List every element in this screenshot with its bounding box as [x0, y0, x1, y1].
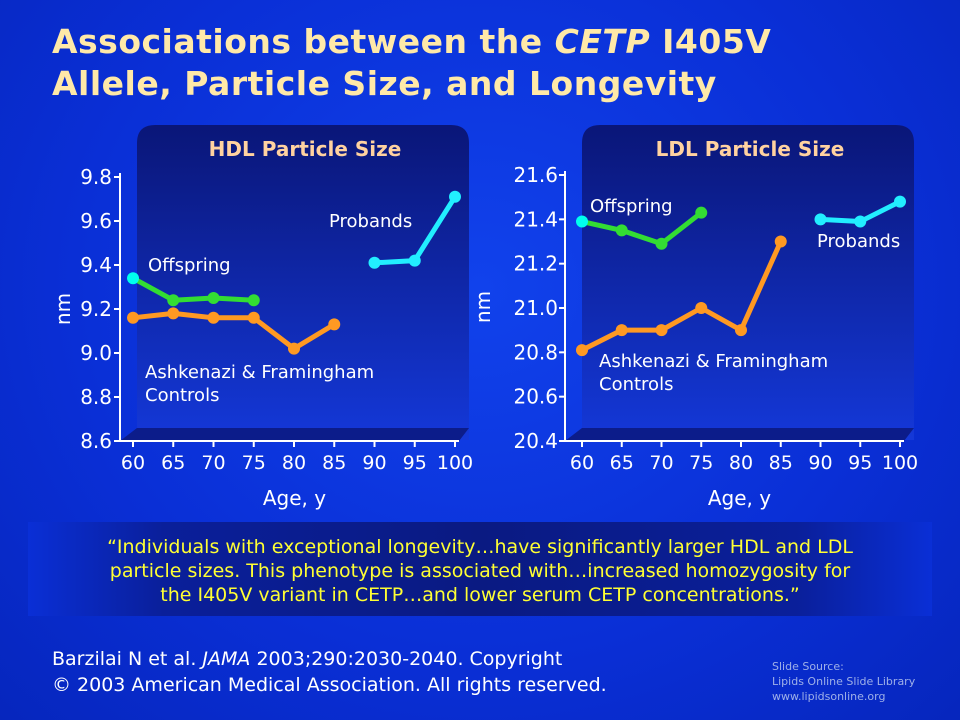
ldl-x-tick-label: 100: [882, 452, 918, 474]
ldl-y-tick-label: 20.8: [513, 340, 558, 364]
ldl-series-1-point: [615, 324, 628, 337]
slide-title-line-1: Associations between the CETP I405V: [52, 22, 772, 61]
hdl-series-line-0: [131, 276, 254, 303]
hdl-series-1-point: [328, 318, 341, 331]
ldl-x-axis-label: Age, y: [708, 486, 771, 510]
quote-line-3: the I405V variant in CETP…and lower seru…: [160, 584, 800, 606]
ldl-series-0-point: [576, 215, 588, 228]
ldl-y-tick-label: 21.2: [513, 252, 558, 276]
ldl-plot-floor: [565, 428, 914, 441]
hdl-series-2-point: [449, 190, 461, 203]
slide-source-label: Slide Source:: [772, 660, 844, 673]
citation-line-2: © 2003 American Medical Association. All…: [52, 674, 607, 696]
ldl-x-tick-label: 65: [610, 452, 634, 474]
ldl-series-1-point: [695, 302, 708, 314]
hdl-y-tick-label: 8.6: [80, 429, 112, 453]
ldl-series-2-point: [814, 213, 827, 226]
hdl-y-tick-label: 9.0: [80, 341, 112, 365]
hdl-x-tick-label: 70: [201, 452, 225, 474]
ldl-y-tick-label: 20.6: [513, 385, 558, 409]
hdl-series-1-point: [167, 307, 180, 320]
ldl-plot-panel: [582, 125, 914, 440]
hdl-series-0-point: [167, 294, 180, 307]
quote-line-2: particle sizes. This phenotype is associ…: [109, 560, 851, 582]
slide-source-library: Lipids Online Slide Library: [772, 675, 916, 688]
ldl-series-2-point: [894, 195, 906, 208]
hdl-x-tick-label: 85: [322, 452, 346, 474]
ldl-series-0-point: [695, 206, 708, 219]
ldl-x-tick-label: 80: [729, 452, 753, 474]
hdl-y-tick-label: 9.2: [80, 297, 112, 321]
ldl-series-line-1: [580, 240, 784, 353]
slide-source-url: www.lipidsonline.org: [772, 690, 886, 703]
ldl-series-line-0: [581, 210, 703, 247]
ldl-x-tick-label: 95: [848, 452, 872, 474]
hdl-x-tick-label: 65: [161, 452, 185, 474]
ldl-series-1-point: [774, 235, 787, 248]
citation-line-1: Barzilai N et al. JAMA 2003;290:2030-204…: [52, 648, 563, 670]
ldl-label-controls_l1: Ashkenazi & Framingham: [599, 351, 828, 372]
hdl-plot-floor: [120, 428, 469, 441]
hdl-x-tick-label: 60: [121, 452, 145, 474]
hdl-series-1-point: [207, 311, 220, 324]
hdl-label-controls_l2: Controls: [145, 385, 219, 406]
hdl-series-0-point: [247, 294, 260, 307]
hdl-label-controls_l1: Ashkenazi & Framingham: [145, 362, 374, 383]
hdl-chart-title: HDL Particle Size: [209, 137, 402, 161]
ldl-series-0-point: [655, 237, 668, 250]
hdl-x-axis-label: Age, y: [263, 486, 326, 510]
ldl-series-1-point: [655, 324, 668, 337]
hdl-label-offspring: Offspring: [148, 255, 231, 276]
quote-line-1: “Individuals with exceptional longevity……: [107, 536, 853, 558]
ldl-series-1-point: [576, 344, 588, 357]
ldl-y-axis-label: nm: [471, 291, 495, 323]
ldl-y-tick-label: 21.6: [513, 163, 558, 187]
hdl-series-2-point: [368, 256, 381, 269]
ldl-series-0-point: [615, 224, 628, 237]
hdl-y-tick-label: 9.8: [80, 165, 112, 189]
hdl-y-tick-label: 8.8: [80, 385, 112, 409]
ldl-x-tick-label: 75: [689, 452, 713, 474]
ldl-label-probands: Probands: [817, 231, 900, 252]
hdl-label-probands: Probands: [329, 211, 412, 232]
hdl-series-1-point: [288, 342, 300, 355]
ldl-series-2-point: [854, 215, 867, 228]
hdl-x-tick-label: 100: [437, 452, 473, 474]
ldl-x-tick-label: 90: [808, 452, 832, 474]
ldl-series-1-point: [735, 324, 747, 337]
ldl-y-tick-label: 21.4: [513, 207, 558, 231]
ldl-label-controls_l2: Controls: [599, 374, 673, 395]
slide-title-line-2: Allele, Particle Size, and Longevity: [52, 64, 717, 103]
ldl-chart-title: LDL Particle Size: [656, 137, 845, 161]
hdl-series-0-point: [207, 292, 220, 304]
ldl-y-tick-label: 20.4: [513, 429, 558, 453]
ldl-y-tick-label: 21.0: [513, 296, 558, 320]
hdl-x-tick-label: 90: [362, 452, 386, 474]
hdl-x-tick-label: 80: [282, 452, 306, 474]
ldl-x-tick-label: 70: [649, 452, 673, 474]
hdl-series-1-point: [127, 311, 139, 324]
hdl-x-tick-label: 95: [403, 452, 427, 474]
ldl-x-tick-label: 85: [769, 452, 793, 474]
quote-box: “Individuals with exceptional longevity……: [28, 522, 932, 616]
hdl-y-axis-label: nm: [51, 293, 75, 325]
hdl-x-tick-label: 75: [242, 452, 266, 474]
ldl-label-offspring: Offspring: [590, 196, 673, 217]
hdl-series-1-point: [247, 311, 260, 324]
hdl-series-0-point: [127, 272, 139, 285]
hdl-plot-panel: [137, 125, 469, 440]
ldl-x-tick-label: 60: [570, 452, 594, 474]
hdl-y-tick-label: 9.4: [80, 253, 112, 277]
hdl-series-2-point: [408, 254, 421, 267]
hdl-series-line-1: [132, 310, 336, 352]
hdl-y-tick-label: 9.6: [80, 209, 112, 233]
